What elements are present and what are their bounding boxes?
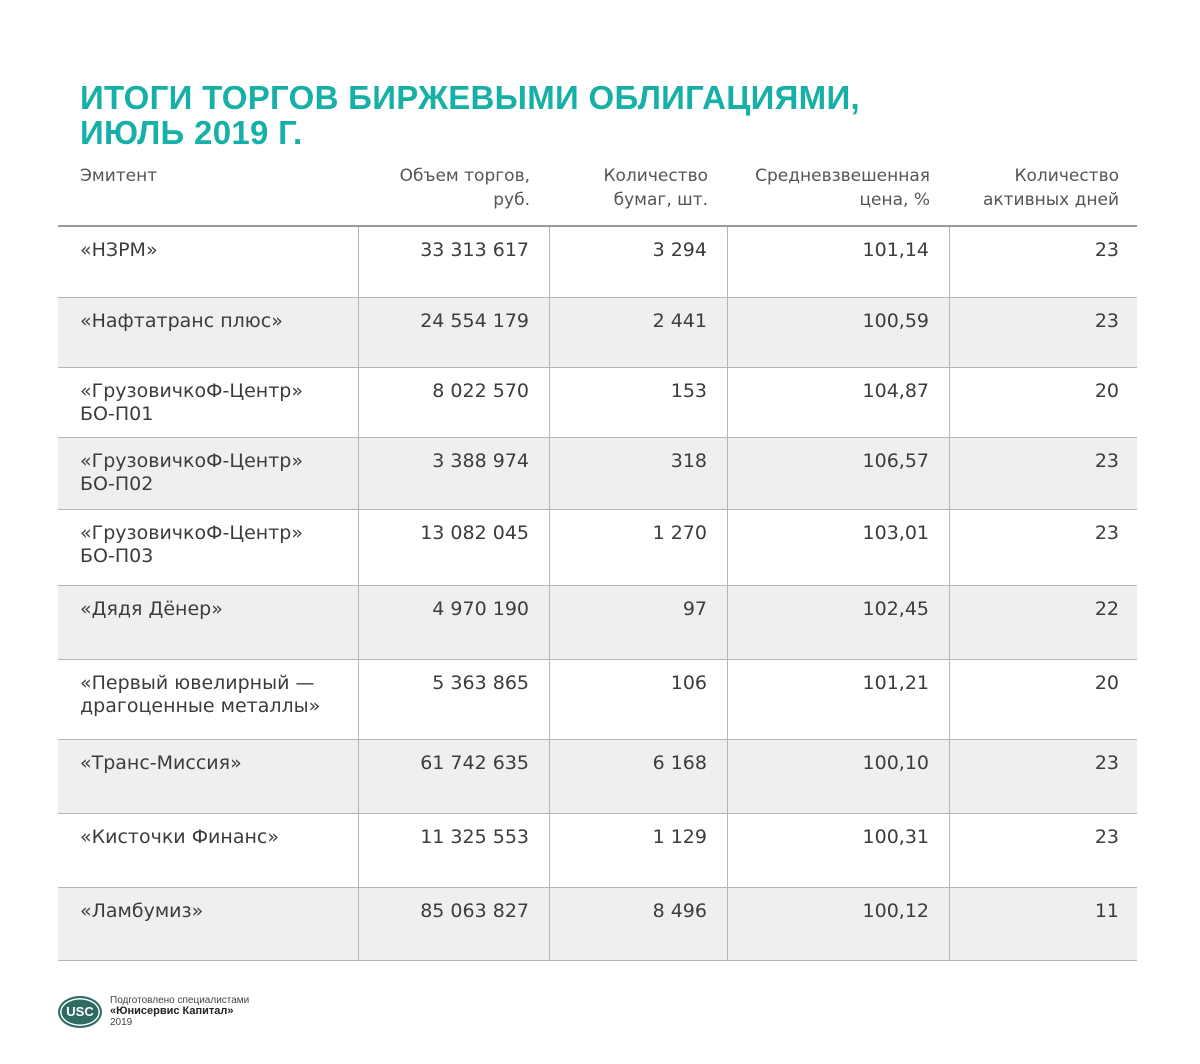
cell-issuer: «Ламбумиз»	[80, 900, 204, 922]
cell-count: 8 496	[549, 888, 727, 960]
cell-price: 100,31	[727, 814, 949, 887]
cell-price: 100,59	[727, 298, 949, 367]
cell-price: 103,01	[727, 510, 949, 585]
cell-count: 3 294	[549, 227, 727, 297]
page-title: ИТОГИ ТОРГОВ БИРЖЕВЫМИ ОБЛИГАЦИЯМИ, ИЮЛЬ…	[80, 79, 860, 151]
cell-count: 1 129	[549, 814, 727, 887]
table-row: «Первый ювелирный — драгоценные металлы» 5…	[58, 660, 1137, 740]
cell-volume: 85 063 827	[358, 888, 549, 960]
cell-days: 20	[949, 368, 1137, 437]
usc-logo: USC	[58, 995, 102, 1028]
bonds-table: «НЗРМ» 33 313 617 3 294 101,14 23 «Нафтатранс…	[58, 225, 1137, 961]
cell-volume: 61 742 635	[358, 740, 549, 813]
table-row: «Ламбумиз» 85 063 827 8 496 100,12 11	[58, 888, 1137, 961]
cell-issuer: «НЗРМ»	[80, 239, 158, 261]
cell-price: 104,87	[727, 368, 949, 437]
cell-days: 23	[949, 227, 1137, 297]
cell-count: 318	[549, 438, 727, 509]
cell-issuer: «Первый ювелирный — драгоценные металлы»	[80, 672, 321, 717]
table-row: «Транс-Миссия» 61 742 635 6 168 100,10 23	[58, 740, 1137, 814]
header-issuer: Эмитент	[80, 166, 158, 186]
cell-volume: 13 082 045	[358, 510, 549, 585]
cell-issuer: «ГрузовичкоФ-Центр» БО-П02	[80, 450, 303, 495]
cell-issuer: «Нафтатранс плюс»	[80, 310, 283, 332]
cell-volume: 33 313 617	[358, 227, 549, 297]
cell-days: 23	[949, 740, 1137, 813]
cell-price: 106,57	[727, 438, 949, 509]
footer: USC Подготовлено специалистами «Юнисерви…	[58, 995, 249, 1028]
cell-price: 102,45	[727, 586, 949, 659]
cell-issuer: «Кисточки Финанс»	[80, 826, 279, 848]
table-row: «ГрузовичкоФ-Центр» БО-П03 13 082 045 1 270…	[58, 510, 1137, 586]
cell-price: 100,12	[727, 888, 949, 960]
table-row: «ГрузовичкоФ-Центр» БО-П01 8 022 570 153 104…	[58, 368, 1137, 438]
cell-count: 1 270	[549, 510, 727, 585]
table-row: «Дядя Дёнер» 4 970 190 97 102,45 22	[58, 586, 1137, 660]
cell-days: 20	[949, 660, 1137, 739]
cell-issuer: «Транс-Миссия»	[80, 752, 242, 774]
cell-volume: 5 363 865	[358, 660, 549, 739]
cell-volume: 11 325 553	[358, 814, 549, 887]
header-count: Количество бумаг, шт.	[603, 166, 708, 210]
cell-count: 106	[549, 660, 727, 739]
cell-issuer: «ГрузовичкоФ-Центр» БО-П03	[80, 522, 303, 567]
cell-issuer: «Дядя Дёнер»	[80, 598, 223, 620]
cell-price: 101,21	[727, 660, 949, 739]
cell-days: 23	[949, 814, 1137, 887]
header-volume: Объем торгов, руб.	[399, 166, 530, 210]
cell-count: 97	[549, 586, 727, 659]
cell-price: 100,10	[727, 740, 949, 813]
cell-volume: 3 388 974	[358, 438, 549, 509]
cell-issuer: «ГрузовичкоФ-Центр» БО-П01	[80, 380, 303, 425]
cell-volume: 8 022 570	[358, 368, 549, 437]
table-row: «Нафтатранс плюс» 24 554 179 2 441 100,59 23	[58, 298, 1137, 368]
cell-price: 101,14	[727, 227, 949, 297]
cell-days: 23	[949, 510, 1137, 585]
cell-volume: 4 970 190	[358, 586, 549, 659]
table-row: «НЗРМ» 33 313 617 3 294 101,14 23	[58, 227, 1137, 298]
cell-days: 11	[949, 888, 1137, 960]
header-days: Количество активных дней	[982, 166, 1119, 210]
table-row: «ГрузовичкоФ-Центр» БО-П02 3 388 974 318 106…	[58, 438, 1137, 510]
table-row: «Кисточки Финанс» 11 325 553 1 129 100,31 23	[58, 814, 1137, 888]
cell-days: 22	[949, 586, 1137, 659]
cell-count: 153	[549, 368, 727, 437]
cell-days: 23	[949, 438, 1137, 509]
header-price: Средневзвешенная цена, %	[755, 166, 930, 210]
cell-days: 23	[949, 298, 1137, 367]
cell-count: 2 441	[549, 298, 727, 367]
cell-count: 6 168	[549, 740, 727, 813]
cell-volume: 24 554 179	[358, 298, 549, 367]
